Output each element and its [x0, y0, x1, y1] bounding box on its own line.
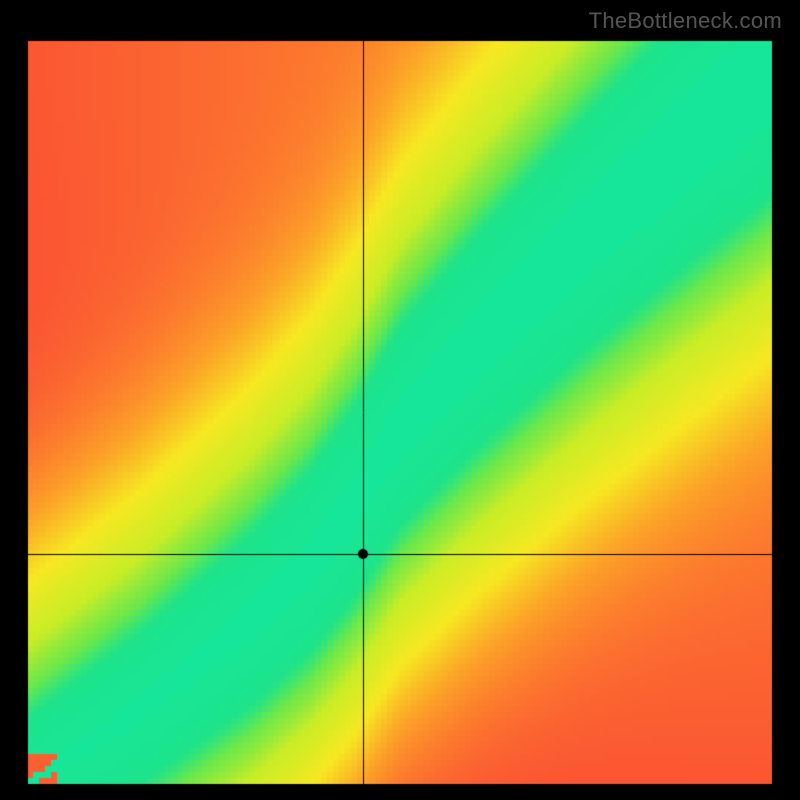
bottleneck-heatmap — [27, 40, 773, 785]
watermark-text: TheBottleneck.com — [589, 8, 782, 34]
